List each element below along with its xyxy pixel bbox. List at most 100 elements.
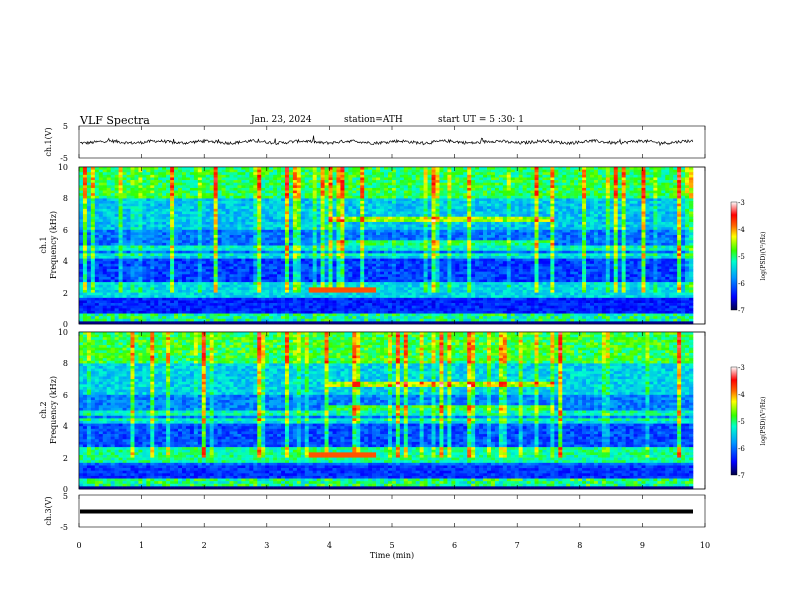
spectrogram-cell <box>221 206 226 210</box>
spectrogram-cell <box>193 274 199 278</box>
spectrogram-cell <box>130 232 135 236</box>
spectrogram-cell <box>277 208 282 212</box>
spectrogram-cell <box>308 248 314 252</box>
spectrogram-cell <box>174 185 179 189</box>
spectrogram-cell <box>90 206 96 210</box>
spectrogram-cell <box>82 206 88 210</box>
spectrogram-cell <box>281 255 286 259</box>
spectrogram-cell <box>209 203 214 207</box>
spectrogram-cell <box>340 250 345 254</box>
spectrogram-cell <box>265 206 270 210</box>
spectrogram-cell <box>193 201 199 204</box>
spectrogram-cell <box>395 237 401 241</box>
spectrogram-cell <box>166 318 171 322</box>
spectrogram-cell <box>292 167 298 170</box>
spectrogram-cell <box>138 198 143 202</box>
spectrogram-cell <box>257 282 262 286</box>
spectrogram-cell <box>126 185 131 189</box>
spectrogram-cell <box>257 248 262 252</box>
spectrogram-cell <box>296 208 302 212</box>
spectrogram-cell <box>395 229 401 233</box>
spectrogram-cell <box>102 195 108 199</box>
spectrogram-cell <box>281 206 286 210</box>
spectrogram-cell <box>90 240 96 244</box>
spectrogram-cell <box>257 182 262 186</box>
spectrogram-cell <box>387 187 393 191</box>
spectrogram-cell <box>237 180 242 183</box>
spectrogram-cell <box>213 266 218 270</box>
spectrogram-cell <box>372 313 377 317</box>
spectrogram-cell <box>110 203 115 207</box>
spectrogram-cell <box>391 316 397 320</box>
spectrogram-cell <box>265 287 270 291</box>
spectrogram-cell <box>391 224 397 228</box>
spectrogram-cell <box>356 221 361 225</box>
spectrogram-cell <box>197 313 203 317</box>
spectrogram-cell <box>114 206 119 210</box>
spectrogram-cell <box>110 229 115 233</box>
spectrogram-cell <box>332 227 337 231</box>
spectrogram-cell <box>130 297 135 301</box>
spectrogram-cell <box>118 245 123 249</box>
spectrogram-cell <box>166 174 171 178</box>
spectrogram-cell <box>304 193 310 197</box>
spectrogram-cell <box>288 287 294 291</box>
spectrogram-cell <box>304 208 310 212</box>
spectrogram-cell <box>288 258 294 262</box>
spectrogram-cell <box>189 180 195 183</box>
spectrogram-cell <box>102 180 108 183</box>
spectrogram-cell <box>292 292 298 296</box>
spectrogram-cell <box>364 269 369 272</box>
spectrogram-cell <box>102 185 108 189</box>
spectrogram-cell <box>110 208 115 212</box>
spectrogram-cell <box>245 182 250 186</box>
spectrogram-cell <box>340 282 345 286</box>
spectrogram-cell <box>90 295 96 299</box>
spectrogram-cell <box>174 308 179 312</box>
spectrogram-cell <box>158 167 163 170</box>
spectrogram-cell <box>213 282 218 286</box>
spectrogram-cell <box>304 219 310 223</box>
spectrogram-cell <box>205 221 211 225</box>
spectrogram-cell <box>185 172 191 176</box>
spectrogram-cell <box>316 235 321 238</box>
spectrogram-cell <box>114 318 119 322</box>
spectrogram-cell <box>189 172 195 176</box>
spectrogram-cell <box>126 187 131 191</box>
spectrogram-cell <box>391 269 397 272</box>
spectrogram-cell <box>86 172 92 176</box>
spectrogram-cell <box>170 261 175 265</box>
spectrogram-cell <box>372 211 377 215</box>
spectrogram-cell <box>162 258 167 262</box>
spectrogram-cell <box>122 261 127 265</box>
spectrogram-cell <box>166 266 171 270</box>
spectrogram-cell <box>288 305 294 309</box>
spectrogram-cell <box>249 258 254 262</box>
spectrogram-cell <box>312 297 317 301</box>
spectrogram-cell <box>348 216 353 220</box>
spectrogram-cell <box>273 227 278 231</box>
spectrogram-cell <box>273 305 278 309</box>
spectrogram-cell <box>403 253 409 257</box>
spectrogram-cell <box>399 198 405 202</box>
spectrogram-cell <box>300 187 306 191</box>
spectrogram-cell <box>288 245 294 249</box>
spectrogram-cell <box>265 221 270 225</box>
spectrogram-cell <box>79 300 84 304</box>
spectrogram-cell <box>126 201 131 204</box>
spectrogram-cell <box>205 289 211 293</box>
spectrogram-cell <box>158 253 163 257</box>
spectrogram-cell <box>403 295 409 299</box>
spectrogram-cell <box>292 255 298 259</box>
spectrogram-cell <box>122 214 127 218</box>
spectrogram-cell <box>106 321 111 325</box>
spectrogram-cell <box>150 297 155 301</box>
spectrogram-cell <box>110 287 115 291</box>
spectrogram-cell <box>201 274 207 278</box>
spectrogram-cell <box>225 201 230 204</box>
spectrogram-cell <box>332 237 337 241</box>
spectrogram-cell <box>308 271 314 275</box>
spectrogram-cell <box>158 248 163 252</box>
spectrogram-cell <box>376 180 381 183</box>
spectrogram-cell <box>229 235 234 238</box>
